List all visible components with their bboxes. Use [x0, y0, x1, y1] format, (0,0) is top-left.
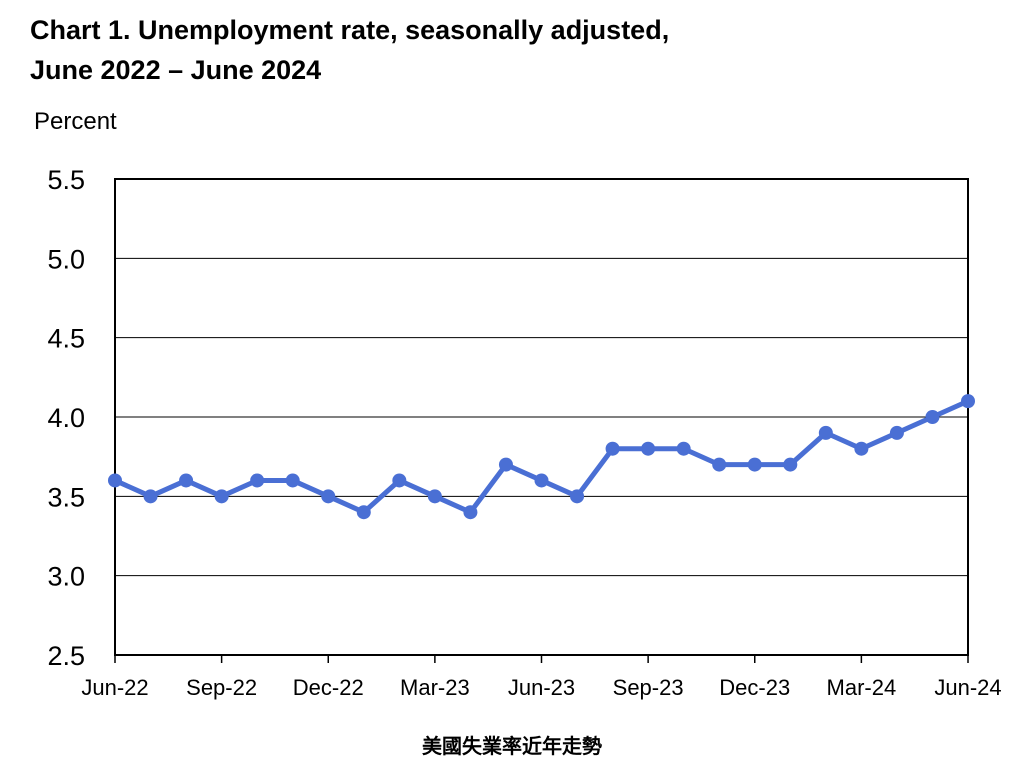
- data-point: [818, 425, 833, 440]
- data-point: [783, 457, 798, 472]
- data-point: [534, 473, 549, 488]
- data-point: [321, 489, 336, 504]
- data-point: [250, 473, 265, 488]
- data-point: [712, 457, 727, 472]
- x-tick-label: Jun-22: [81, 675, 148, 700]
- data-point: [854, 441, 869, 456]
- x-tick-label: Sep-23: [613, 675, 684, 700]
- series-line: [113, 398, 970, 515]
- data-point: [676, 441, 691, 456]
- y-tick-label: 3.0: [47, 562, 85, 592]
- data-point: [214, 489, 229, 504]
- data-point: [179, 473, 194, 488]
- data-point: [889, 425, 904, 440]
- x-tick-label: Jun-23: [508, 675, 575, 700]
- y-tick-label: 3.5: [47, 482, 85, 512]
- data-point: [427, 489, 442, 504]
- data-point: [641, 441, 656, 456]
- y-tick-label: 5.5: [47, 165, 85, 195]
- data-point: [961, 394, 975, 409]
- data-point: [498, 457, 513, 472]
- data-point: [392, 473, 407, 488]
- x-tick-label: Jun-24: [934, 675, 1001, 700]
- chart-title-line-2: June 2022 – June 2024: [30, 55, 322, 85]
- chart-caption: 美國失業率近年走勢: [422, 736, 602, 758]
- chart-title: Chart 1. Unemployment rate, seasonally a…: [30, 10, 669, 90]
- data-point: [747, 457, 762, 472]
- x-tick-label: Sep-22: [186, 675, 257, 700]
- data-point: [570, 489, 585, 504]
- data-point: [605, 441, 620, 456]
- x-tick-label: Dec-22: [293, 675, 364, 700]
- data-point: [285, 473, 300, 488]
- x-tick-label: Dec-23: [719, 675, 790, 700]
- x-tick-label: Mar-24: [827, 675, 897, 700]
- data-point: [925, 410, 940, 424]
- data-point: [108, 473, 122, 488]
- y-tick-label: 4.0: [47, 403, 85, 433]
- data-point: [463, 505, 478, 520]
- data-point: [356, 505, 371, 520]
- y-axis-label: Percent: [34, 108, 117, 135]
- y-tick-label: 2.5: [47, 641, 85, 671]
- y-tick-label: 5.0: [47, 244, 85, 274]
- data-point: [143, 489, 158, 504]
- chart-title-line-1: Chart 1. Unemployment rate, seasonally a…: [30, 15, 670, 45]
- x-tick-label: Mar-23: [400, 675, 470, 700]
- y-tick-label: 4.5: [47, 324, 85, 354]
